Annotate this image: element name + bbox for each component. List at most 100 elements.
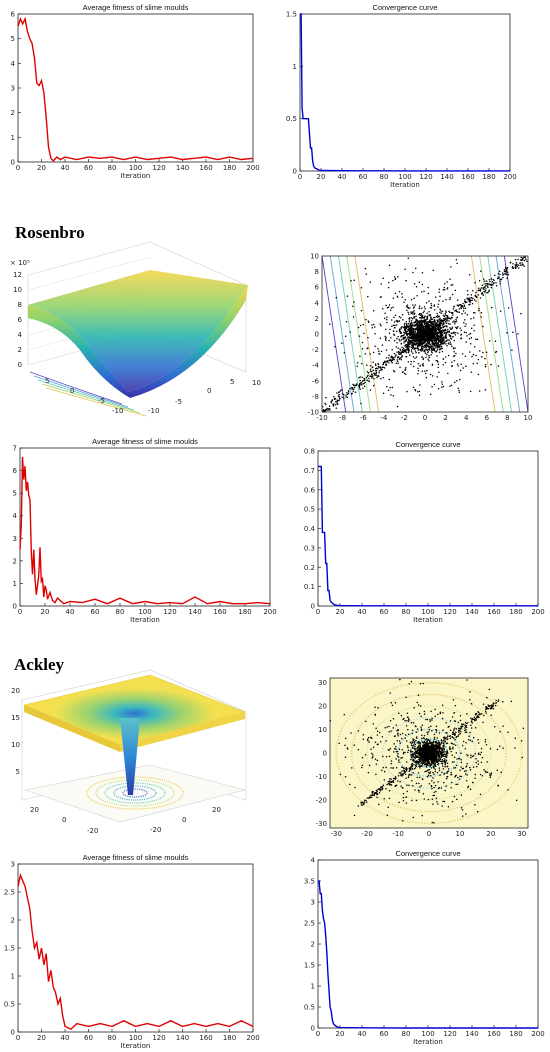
ackley-scatter-ytick-label: -20 [316,796,327,804]
rosen-scatter-point [505,271,507,273]
ackley-scatter-point [441,748,443,750]
rosen-scatter-point [360,287,363,289]
p1-conv-xtick-label: 20 [317,173,326,181]
rosen-scatter-point [447,354,450,357]
rosen-scatter-point [390,319,393,321]
rosen-scatter-point [449,326,451,329]
ackley-scatter-point [394,701,397,704]
ackley-scatter-point [397,756,400,758]
rosen-scatter-point [446,345,448,347]
rosen-scatter-point [446,287,449,289]
rosen-scatter-point [384,338,387,340]
rosen-scatter-point [334,345,336,348]
rosen-scatter-point [494,340,497,343]
ackley-scatter-point [412,746,414,748]
rosen-scatter-point [405,332,408,335]
ackley-scatter-point [437,753,440,756]
ackley-scatter-point [452,732,455,734]
ackley-scatter-point [431,798,434,800]
rosen-scatter-point [439,343,442,346]
rosen-scatter-point [437,340,440,342]
rosen-scatter-point [368,380,370,383]
rosen-scatter-point [521,259,523,261]
rosen-scatter-point [367,320,370,322]
ackley-scatter-point [419,744,421,746]
ackley-scatter-point [418,743,420,745]
ackley-scatter-point [521,756,524,759]
ackley-scatter-point [415,750,417,752]
ackley-scatter-point [418,748,420,750]
ackley-scatter-point [411,780,413,782]
ackley-scatter-point [470,724,472,726]
rosen-scatter-point [411,321,413,324]
rosen-scatter-point [436,335,438,338]
rosen-scatter-point [441,310,444,313]
rosen-scatter-point [484,357,486,360]
rosen-scatter-point [420,320,422,323]
rosen-scatter-point [424,333,426,335]
rosen-scatter-point [486,285,489,287]
rosen-scatter-point [449,318,452,320]
rosen-scatter-point [441,338,443,340]
p1-conv-xtick-label: 100 [398,173,411,181]
ackley-scatter-point [437,781,439,783]
ackley-scatter-point [375,789,378,792]
rosen-scatter-point [523,256,525,259]
rosen-scatter-point [388,304,391,306]
rosen-scatter-point [336,402,338,404]
rosen-scatter-point [396,351,398,353]
ackley-scatter-point [466,762,468,765]
ackley-scatter-point [367,739,369,742]
rosen-scatter-point [404,373,407,375]
rosen-scatter-point [401,355,403,358]
ackley-scatter-point [450,781,453,784]
rosen-scatter-point [436,344,439,347]
ackley-scatter-point [390,760,393,762]
ackley-scatter-point [466,774,468,776]
rosen-scatter-point [394,324,396,327]
rosen-scatter-point [512,267,514,269]
ackley-scatter-point [375,791,377,794]
ackley-scatter-point [437,740,440,742]
rosen-scatter-point [352,316,355,318]
ackley-scatter-point [497,699,500,701]
ackley-scatter-point [394,776,397,778]
rosen-scatter-point [345,396,347,398]
rosen-scatter-point [506,277,508,279]
ackley-scatter-point [428,739,431,742]
ackley-scatter-point [419,753,422,756]
ackley-scatter-point [491,705,493,708]
ackley-scatter-point [451,754,453,756]
rosen-scatter-point [484,290,487,292]
ackley-scatter-point [415,755,417,758]
ackley-scatter-point [374,706,376,708]
ackley-scatter-point [404,770,407,773]
rosen-scatter-point [418,305,421,307]
ackley-floor-ring [95,779,175,807]
ackley-scatter-point [415,739,417,742]
ackley-ytick-label: -20 [87,827,98,835]
rosen-scatter-point [526,260,528,262]
ackley-scatter-point [400,714,403,717]
rosen-scatter-point [465,331,467,334]
ackley-scatter-point [421,724,424,727]
rosen-scatter-point [422,342,424,345]
rosen-scatter-point [429,344,432,346]
ackley-scatter-point [490,714,492,716]
rosen-scatter-point [515,261,518,264]
rosen-scatter-point [427,334,429,336]
rosen-scatter-point [372,369,375,372]
rosen-scatter-point [460,337,463,339]
p1-fitness-ytick-label: 1 [11,134,15,142]
rosen-scatter-point [336,392,338,394]
ackley-scatter-point [388,725,390,728]
p3-fitness-xtick-label: 0 [16,1034,20,1042]
rosen-scatter-ytick-label: 0 [315,331,319,339]
p2-fitness-ytick-label: 1 [13,580,17,588]
ackley-scatter-point [395,758,397,760]
ackley-scatter-point [490,704,493,707]
p1-conv-title: Convergence curve [372,3,437,12]
rosen-scatter-point [456,317,458,319]
rosen-scatter-point [445,322,448,324]
rosen-scatter-point [434,316,436,319]
